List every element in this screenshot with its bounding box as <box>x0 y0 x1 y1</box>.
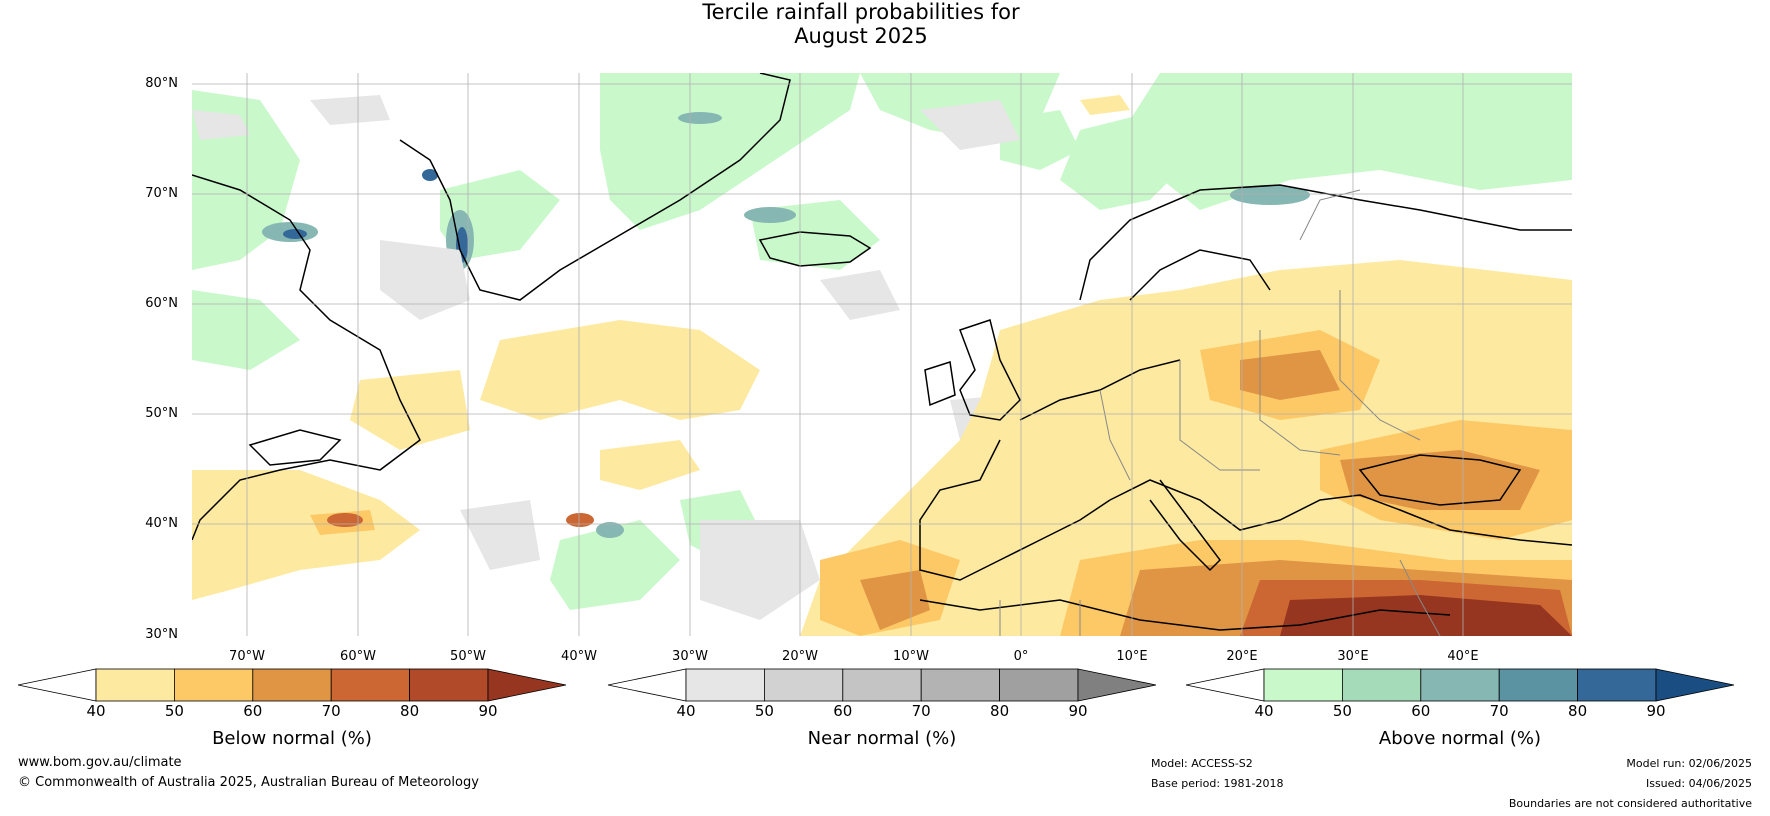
colorbar-below-segment <box>252 668 332 702</box>
colorbar-below-label: Below normal (%) <box>212 728 372 749</box>
colorbar-below-min-triangle <box>17 668 97 702</box>
lon-label-60w: 60°W <box>340 649 376 664</box>
colorbar-below-segment <box>173 668 254 702</box>
colorbar-near-tick: 60 <box>833 702 853 720</box>
lon-label-20e: 20°E <box>1226 649 1258 664</box>
footer-website: www.bom.gov.au/climate <box>18 755 182 770</box>
colorbar-below-tick: 60 <box>243 702 263 720</box>
colorbar-below-segment <box>409 668 489 702</box>
colorbar-near-tick: 80 <box>990 702 1010 720</box>
above-normal-regions <box>192 73 1572 610</box>
colorbar-above-tick: 80 <box>1568 702 1588 720</box>
colorbar-near-segment <box>764 668 844 702</box>
colorbar-above-min-triangle <box>1185 668 1265 702</box>
colorbar-above-segment <box>1263 668 1343 702</box>
chart-title: Tercile rainfall probabilities for Augus… <box>0 0 1770 48</box>
colorbar-below-tick: 40 <box>86 702 106 720</box>
gridlines <box>192 73 1572 636</box>
lat-label-50n: 50°N <box>145 406 178 421</box>
lat-label-40n: 40°N <box>145 516 178 531</box>
colorbar-above-segment <box>1577 668 1657 702</box>
colorbar-above-tick: 90 <box>1646 702 1666 720</box>
lon-label-10w: 10°W <box>893 649 929 664</box>
colorbar-near-min-triangle <box>607 668 687 702</box>
colorbar-above <box>1185 668 1735 702</box>
colorbar-above-segment <box>1498 668 1578 702</box>
lon-label-10e: 10°E <box>1116 649 1148 664</box>
lat-label-70n: 70°N <box>145 186 178 201</box>
footer-issued: Issued: 04/06/2025 <box>1645 777 1752 790</box>
colorbar-below-tick: 50 <box>164 702 184 720</box>
lon-label-0: 0° <box>1013 649 1029 664</box>
colorbar-above-label: Above normal (%) <box>1378 728 1542 749</box>
colorbar-above-tick: 70 <box>1489 702 1509 720</box>
footer-copyright: © Commonwealth of Australia 2025, Austra… <box>18 775 479 790</box>
colorbar-below-segment <box>330 668 411 702</box>
footer-base-period: Base period: 1981-2018 <box>1151 777 1284 790</box>
colorbar-near-tick: 90 <box>1068 702 1088 720</box>
colorbar-above-tick: 60 <box>1411 702 1431 720</box>
lon-label-20w: 20°W <box>782 649 818 664</box>
lat-label-30n: 30°N <box>145 627 178 642</box>
footer-model: Model: ACCESS-S2 <box>1151 757 1253 770</box>
lon-label-30e: 30°E <box>1337 649 1369 664</box>
colorbar-below-segment <box>95 668 175 702</box>
footer-model-run: Model run: 02/06/2025 <box>1626 757 1752 770</box>
colorbar-near-segment <box>999 668 1079 702</box>
colorbar-near-segment <box>685 668 765 702</box>
lat-label-60n: 60°N <box>145 296 178 311</box>
lon-label-50w: 50°W <box>450 649 486 664</box>
lon-label-40w: 40°W <box>561 649 597 664</box>
colorbar-above-tick: 50 <box>1332 702 1352 720</box>
colorbar-below <box>17 668 567 702</box>
lon-label-30w: 30°W <box>672 649 708 664</box>
colorbar-above-tick: 40 <box>1254 702 1274 720</box>
lat-label-80n: 80°N <box>145 76 178 91</box>
colorbar-near-tick: 70 <box>911 702 931 720</box>
colorbar-near <box>607 668 1157 702</box>
colorbar-below-max-triangle <box>487 668 567 702</box>
footer-disclaimer: Boundaries are not considered authoritat… <box>1508 797 1752 810</box>
colorbar-near-tick: 40 <box>676 702 696 720</box>
title-line-1: Tercile rainfall probabilities for <box>702 0 1020 24</box>
lon-label-70w: 70°W <box>229 649 265 664</box>
colorbar-near-max-triangle <box>1077 668 1157 702</box>
colorbar-below-tick: 90 <box>478 702 498 720</box>
colorbar-above-segment <box>1342 668 1422 702</box>
colorbar-below-tick: 80 <box>400 702 420 720</box>
colorbar-near-label: Near normal (%) <box>807 728 957 749</box>
colorbar-near-segment <box>842 668 922 702</box>
colorbar-above-segment <box>1420 668 1500 702</box>
colorbar-above-max-triangle <box>1655 668 1735 702</box>
colorbar-near-segment <box>920 668 1001 702</box>
lon-label-40e: 40°E <box>1447 649 1479 664</box>
country-borders <box>999 189 1441 636</box>
colorbar-near-tick: 50 <box>754 702 774 720</box>
colorbar-below-tick: 70 <box>321 702 341 720</box>
title-line-2: August 2025 <box>794 24 928 48</box>
